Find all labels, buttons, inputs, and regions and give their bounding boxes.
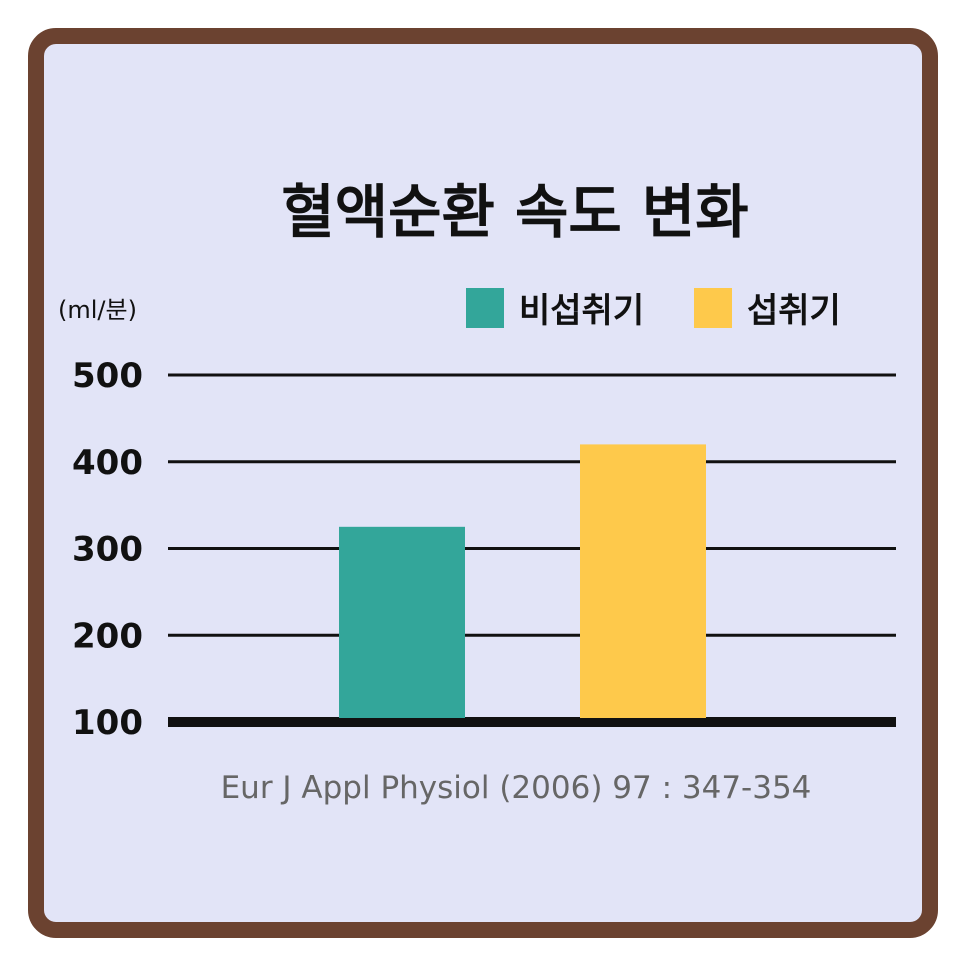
chart-frame <box>28 28 938 938</box>
gridlines <box>168 373 896 727</box>
y-tick-label: 200 <box>72 616 143 656</box>
chart-title: 혈액순환 속도 변화 <box>281 178 748 246</box>
y-unit-label: (ml/분) <box>58 296 137 324</box>
y-tick-label: 500 <box>72 356 143 396</box>
legend-label: 비섭취기 <box>519 291 644 331</box>
y-axis-ticks: 100 200 300 400 500 <box>72 356 143 743</box>
legend-label: 섭취기 <box>747 291 841 331</box>
legend-swatch <box>694 288 732 328</box>
source-citation: Eur J Appl Physiol (2006) 97 : 347-354 <box>221 770 812 806</box>
y-tick-label: 400 <box>72 443 143 483</box>
y-tick-label: 300 <box>72 530 143 570</box>
legend-swatch <box>466 288 504 328</box>
bars <box>339 444 706 718</box>
bar-intake <box>580 444 706 718</box>
legend: 비섭취기 섭취기 <box>466 288 841 331</box>
y-tick-label: 100 <box>72 703 143 743</box>
bar-non-intake <box>339 526 465 718</box>
